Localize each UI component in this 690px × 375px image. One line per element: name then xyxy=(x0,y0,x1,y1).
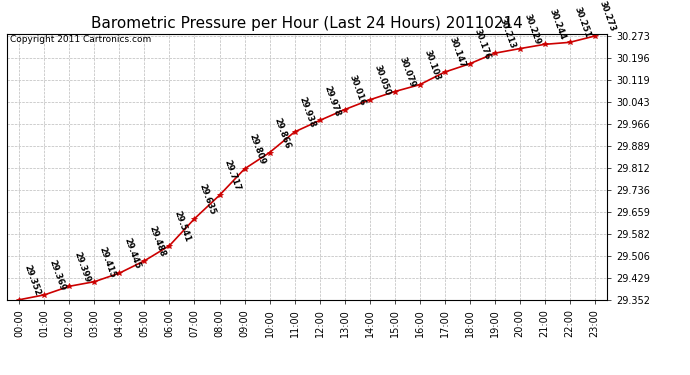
Text: 29.635: 29.635 xyxy=(197,182,217,216)
Text: 30.103: 30.103 xyxy=(422,49,442,82)
Text: 29.352: 29.352 xyxy=(22,263,41,297)
Text: 29.445: 29.445 xyxy=(122,237,142,270)
Text: 29.866: 29.866 xyxy=(273,116,292,150)
Text: 30.251: 30.251 xyxy=(573,6,592,39)
Text: 29.717: 29.717 xyxy=(222,159,242,192)
Text: Copyright 2011 Cartronics.com: Copyright 2011 Cartronics.com xyxy=(10,35,151,44)
Text: 29.488: 29.488 xyxy=(147,225,167,258)
Text: 30.147: 30.147 xyxy=(447,36,467,69)
Text: 29.938: 29.938 xyxy=(297,96,317,129)
Text: 29.415: 29.415 xyxy=(97,245,117,279)
Text: 30.050: 30.050 xyxy=(373,64,392,97)
Text: 29.369: 29.369 xyxy=(47,259,67,292)
Text: 30.176: 30.176 xyxy=(473,28,492,61)
Text: 30.229: 30.229 xyxy=(522,12,542,46)
Text: 29.978: 29.978 xyxy=(322,84,342,118)
Text: 30.213: 30.213 xyxy=(497,17,517,51)
Text: 30.273: 30.273 xyxy=(598,0,617,33)
Text: 29.809: 29.809 xyxy=(247,133,267,166)
Text: 29.541: 29.541 xyxy=(172,209,192,243)
Text: 29.399: 29.399 xyxy=(72,250,92,284)
Text: 30.244: 30.244 xyxy=(547,8,567,42)
Title: Barometric Pressure per Hour (Last 24 Hours) 20110214: Barometric Pressure per Hour (Last 24 Ho… xyxy=(91,16,523,31)
Text: 30.016: 30.016 xyxy=(347,74,367,107)
Text: 30.079: 30.079 xyxy=(397,56,417,89)
